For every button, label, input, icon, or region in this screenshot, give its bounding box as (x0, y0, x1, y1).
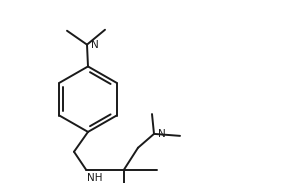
Text: N: N (91, 40, 99, 50)
Text: NH: NH (87, 173, 102, 183)
Text: N: N (158, 129, 166, 139)
